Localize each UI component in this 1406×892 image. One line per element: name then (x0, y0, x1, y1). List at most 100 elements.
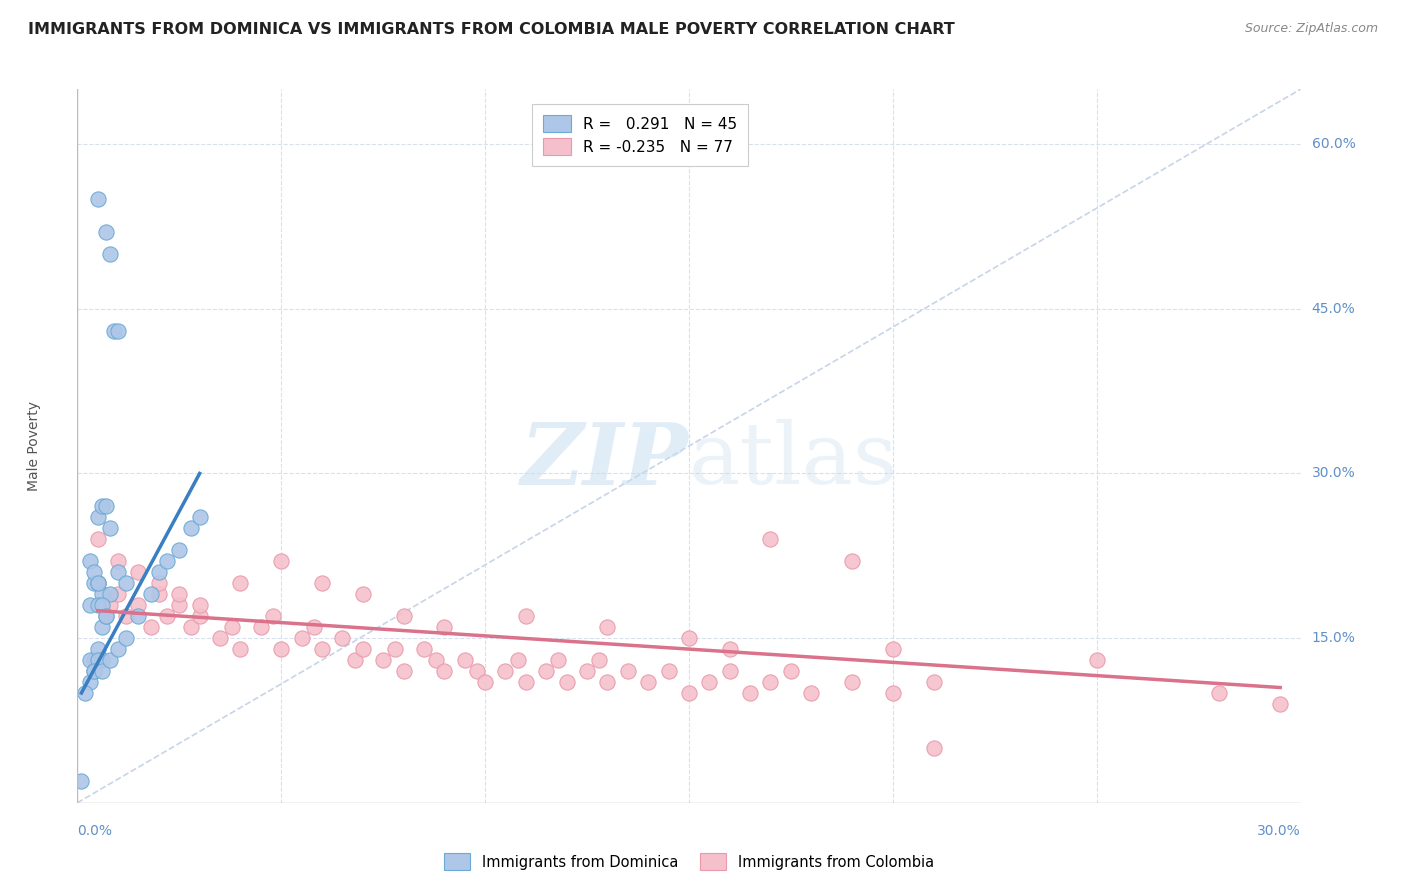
Point (270, 554, 292, 568)
Point (759, 675, 782, 690)
Point (465, 664, 488, 678)
Point (79, 598, 101, 612)
Point (922, 675, 945, 690)
Point (83, 653, 105, 667)
Point (413, 642, 436, 657)
Point (1208, 686, 1230, 700)
Point (90, 587, 112, 601)
Point (678, 686, 700, 700)
Point (534, 664, 557, 678)
Point (384, 642, 406, 657)
Point (250, 620, 273, 634)
Point (107, 587, 129, 601)
Text: 30.0%: 30.0% (1312, 467, 1355, 481)
Point (87, 510, 110, 524)
Text: 0.0%: 0.0% (77, 824, 112, 838)
Point (922, 740, 945, 755)
Text: 15.0%: 15.0% (1312, 632, 1355, 645)
Point (555, 675, 578, 690)
Point (371, 653, 394, 667)
Point (596, 675, 619, 690)
Point (474, 675, 496, 690)
Text: Source: ZipAtlas.com: Source: ZipAtlas.com (1244, 22, 1378, 36)
Point (188, 510, 211, 524)
Point (1268, 697, 1291, 711)
Point (678, 631, 700, 645)
Point (98, 653, 121, 667)
Point (148, 587, 170, 601)
Point (343, 653, 366, 667)
Point (576, 664, 599, 678)
Point (392, 664, 415, 678)
Point (718, 664, 741, 678)
Point (188, 598, 211, 612)
Point (90, 620, 112, 634)
Point (188, 609, 211, 624)
Point (90, 653, 112, 667)
Point (270, 642, 292, 657)
Point (94, 225, 117, 239)
Point (87, 598, 110, 612)
Point (221, 620, 243, 634)
Point (107, 324, 129, 338)
Point (90, 598, 112, 612)
Point (98, 521, 121, 535)
Point (156, 609, 179, 624)
Point (352, 587, 374, 601)
Point (425, 653, 447, 667)
Point (699, 675, 721, 690)
Point (148, 576, 170, 591)
Point (208, 631, 231, 645)
Point (83, 664, 105, 678)
Point (87, 576, 110, 591)
Point (229, 576, 252, 591)
Point (506, 653, 529, 667)
Point (127, 598, 149, 612)
Point (87, 192, 110, 206)
Point (94, 609, 117, 624)
Text: IMMIGRANTS FROM DOMINICA VS IMMIGRANTS FROM COLOMBIA MALE POVERTY CORRELATION CH: IMMIGRANTS FROM DOMINICA VS IMMIGRANTS F… (28, 22, 955, 37)
Legend: Immigrants from Dominica, Immigrants from Colombia: Immigrants from Dominica, Immigrants fro… (436, 847, 942, 878)
Point (229, 642, 252, 657)
Point (139, 587, 162, 601)
Point (547, 653, 569, 667)
Point (94, 609, 117, 624)
Point (392, 609, 415, 624)
Point (115, 631, 138, 645)
Point (841, 675, 863, 690)
Point (759, 533, 782, 547)
Point (83, 566, 105, 580)
Point (87, 642, 110, 657)
Point (169, 598, 191, 612)
Point (882, 642, 904, 657)
Point (87, 576, 110, 591)
Point (290, 631, 312, 645)
Point (139, 620, 162, 634)
Point (79, 653, 101, 667)
Point (453, 653, 475, 667)
Point (87, 653, 110, 667)
Point (98, 598, 121, 612)
Point (75, 686, 97, 700)
Point (779, 664, 801, 678)
Point (169, 587, 191, 601)
Point (262, 609, 284, 624)
Point (156, 554, 179, 568)
Point (311, 642, 333, 657)
Point (433, 620, 456, 634)
Text: 60.0%: 60.0% (1312, 137, 1355, 151)
Point (107, 554, 129, 568)
Point (83, 664, 105, 678)
Point (87, 533, 110, 547)
Point (169, 543, 191, 558)
Point (180, 620, 202, 634)
Point (98, 247, 121, 261)
Text: 30.0%: 30.0% (1257, 824, 1301, 838)
Point (332, 631, 354, 645)
Point (1085, 653, 1108, 667)
Point (617, 664, 640, 678)
Point (103, 324, 125, 338)
Point (352, 642, 374, 657)
Point (740, 686, 762, 700)
Point (94, 500, 117, 514)
